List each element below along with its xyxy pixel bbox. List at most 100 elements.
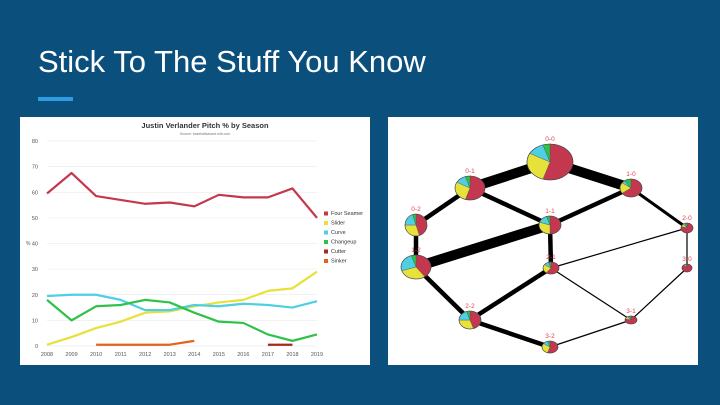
chart-title: Justin Verlander Pitch % by Season: [141, 121, 269, 130]
x-tick-label: 2014: [188, 352, 200, 358]
diagram-nodes: 0-0 0-1 1-0 0-2 1-1 2-0 1-2 2-1 3-0 2-2 3-1 3-2: [400, 136, 694, 354]
x-tick-label: 2019: [311, 352, 323, 358]
y-tick-label: 0: [35, 344, 38, 350]
node-0-1: 0-1: [454, 168, 486, 201]
legend-entry: Cutter: [331, 249, 346, 255]
edge-0-1-to-1-1: [467, 185, 553, 228]
node-label: 0-0: [545, 136, 555, 143]
legend-swatch: [324, 230, 328, 235]
node-2-1: 2-1: [542, 254, 560, 275]
series-line: [46, 298, 318, 342]
node-0-0: 0-0: [526, 136, 574, 181]
legend-entry: Four Seamer: [331, 211, 363, 217]
legend-swatch: [324, 240, 328, 244]
legend-swatch: [324, 221, 328, 225]
node-label: 2-1: [546, 254, 556, 261]
legend-entry: Sinker: [331, 259, 347, 265]
legend-swatch: [324, 259, 328, 263]
node-outline: [681, 263, 693, 273]
x-tick-label: 2013: [164, 352, 176, 358]
y-tick-label: 50: [32, 216, 38, 222]
y-tick-label: 70: [32, 165, 38, 171]
y-tick-label: 40: [32, 242, 38, 248]
edge-2-0-to-2-1: [550, 227, 688, 269]
edge-1-0-to-2-0: [629, 186, 689, 230]
node-label: 0-2: [411, 206, 421, 213]
x-tick-label: 2018: [286, 352, 298, 358]
node-label: 2-2: [465, 303, 475, 310]
node-label: 3-2: [545, 333, 555, 340]
series-line: [96, 339, 195, 346]
y-tick-label: 60: [32, 190, 38, 196]
node-outline: [526, 143, 574, 181]
node-1-2: 1-2: [400, 247, 432, 280]
node-1-1: 1-1: [538, 208, 562, 235]
x-tick-label: 2017: [262, 352, 274, 358]
node-outline: [400, 254, 432, 280]
node-outline: [458, 310, 482, 330]
series-four-seamer: [46, 171, 318, 219]
chart-series: [46, 171, 318, 346]
node-0-2: 0-2: [404, 206, 428, 237]
node-outline: [404, 213, 428, 237]
node-outline: [680, 222, 694, 234]
node-3-1: 3-1: [624, 308, 638, 325]
x-tick-label: 2008: [41, 352, 53, 358]
series-sinker: [96, 339, 195, 346]
count-tree-diagram-panel: 0-0 0-1 1-0 0-2 1-1 2-0 1-2 2-1 3-0 2-2 3-1 3-2: [388, 117, 698, 365]
y-tick-label: 10: [32, 318, 38, 324]
y-tick-label: 20: [32, 293, 38, 299]
series-slider: [46, 270, 318, 346]
series-changeup: [46, 298, 318, 342]
x-tick-label: 2009: [65, 352, 77, 358]
series-line: [46, 270, 318, 346]
x-axis-ticks: 2008 2009 2010 2011 2012 2013 2014 2015 2016 2017…: [41, 352, 323, 358]
node-2-2: 2-2: [458, 303, 482, 330]
legend-entry: Slider: [331, 221, 345, 227]
node-outline: [542, 261, 560, 275]
node-3-2: 3-2: [541, 333, 559, 354]
legend-swatch: [324, 211, 328, 216]
node-2-0: 2-0: [680, 215, 694, 234]
node-outline: [619, 178, 643, 198]
node-label: 0-1: [465, 168, 475, 175]
edge-2-1-to-3-1: [550, 267, 632, 321]
chart-legend: Four Seamer Slider Curve Changeup Cutter Sink…: [324, 211, 363, 265]
node-outline: [624, 315, 638, 325]
node-label: 3-0: [682, 256, 692, 263]
y-axis-ticks: 0 10 20 30 40 50 60 70 80: [32, 139, 38, 350]
node-label: 1-2: [411, 247, 421, 254]
y-axis-label: %: [26, 241, 31, 247]
edge-1-0-to-1-1: [547, 185, 634, 228]
edge-1-1-to-1-2: [411, 220, 555, 272]
node-1-0: 1-0: [619, 171, 643, 198]
y-tick-label: 80: [32, 139, 38, 145]
edge-2-2-to-3-2: [467, 317, 553, 350]
x-tick-label: 2016: [237, 352, 249, 358]
legend-swatch: [324, 249, 328, 254]
line-chart: Justin Verlander Pitch % by Season Sourc…: [26, 121, 363, 358]
node-outline: [538, 215, 562, 235]
x-tick-label: 2012: [139, 352, 151, 358]
slide-title: Stick To The Stuff You Know: [38, 44, 426, 79]
node-3-0: 3-0: [681, 256, 693, 273]
node-outline: [454, 175, 486, 201]
chart-subtitle: Source: baseballsavant.mlb.com: [180, 132, 231, 136]
edge-3-1-to-3-2: [549, 319, 632, 348]
edge-2-1-to-2-2: [467, 265, 554, 323]
node-label: 1-1: [545, 208, 555, 215]
node-label: 3-1: [626, 308, 636, 315]
chart-gridlines: [47, 140, 317, 347]
title-underline: [38, 97, 73, 101]
legend-entry: Changeup: [331, 240, 356, 246]
legend-entry: Curve: [331, 230, 346, 236]
series-line: [46, 171, 318, 219]
x-tick-label: 2010: [90, 352, 102, 358]
edge-3-0-to-3-1: [630, 267, 688, 321]
chart-panel: Justin Verlander Pitch % by Season Sourc…: [20, 117, 370, 365]
node-label: 1-0: [626, 171, 636, 178]
node-outline: [541, 340, 559, 354]
x-tick-label: 2015: [213, 352, 225, 358]
y-tick-label: 30: [32, 267, 38, 273]
count-tree-diagram: 0-0 0-1 1-0 0-2 1-1 2-0 1-2 2-1 3-0 2-2 3-1 3-2: [400, 136, 694, 354]
